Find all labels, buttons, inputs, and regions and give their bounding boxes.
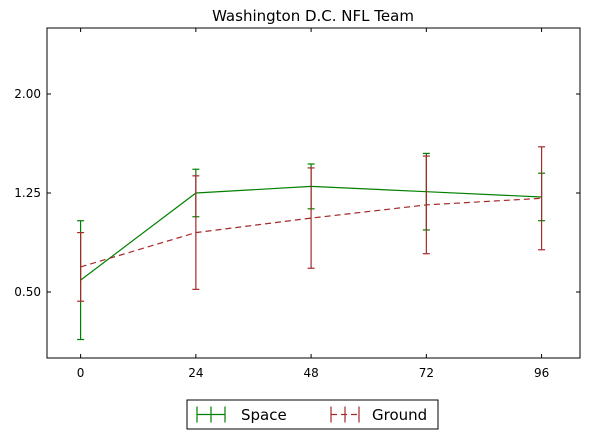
y-tick-label: 1.25 [14, 186, 41, 200]
legend[interactable]: Space Ground [186, 399, 439, 430]
y-tick-label: 2.00 [14, 87, 41, 101]
plot-frame [46, 27, 581, 359]
axes: 0 24 48 72 96 0.50 1.25 2.00 [14, 28, 580, 380]
x-tick-label: 96 [534, 366, 549, 380]
series-layer [77, 146, 546, 341]
legend-item-ground[interactable]: Ground [330, 406, 427, 424]
legend-label: Space [241, 406, 287, 424]
legend-label: Ground [372, 406, 427, 424]
legend-item-space[interactable]: Space [196, 406, 287, 424]
x-tick-label: 24 [188, 366, 203, 380]
x-tick-label: 0 [77, 366, 85, 380]
series-ground [77, 146, 546, 302]
chart-title: Washington D.C. NFL Team [212, 7, 414, 25]
legend-box [186, 399, 439, 430]
x-tick-label: 72 [419, 366, 434, 380]
x-tick-label: 48 [303, 366, 318, 380]
y-tick-label: 0.50 [14, 285, 41, 299]
series-line [80, 197, 542, 268]
